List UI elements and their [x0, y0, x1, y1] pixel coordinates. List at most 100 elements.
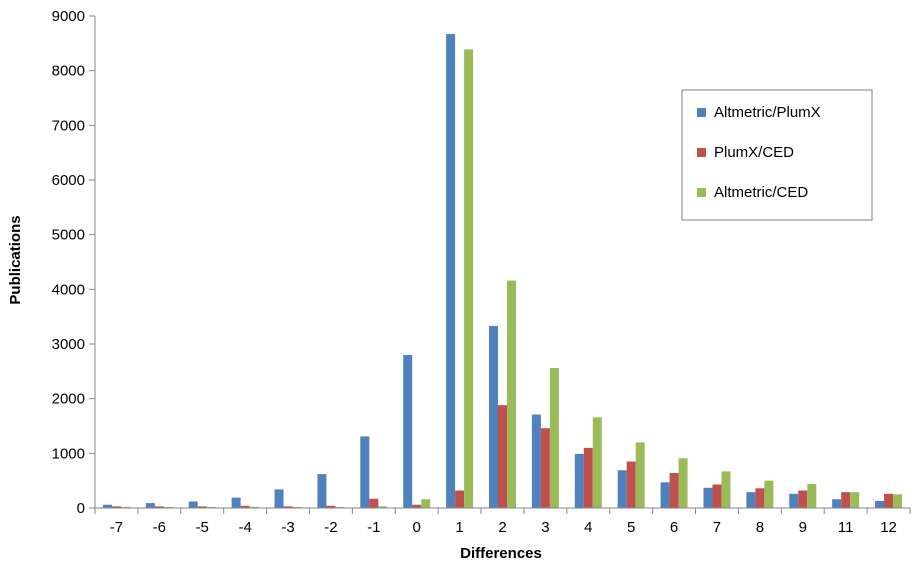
x-tick-label: -6: [153, 519, 166, 536]
bar-altmetric-plumx: [574, 453, 584, 508]
bar-altmetric-plumx: [531, 414, 541, 508]
bar-plumx-ced: [283, 506, 293, 508]
y-tick-label: 9000: [52, 8, 85, 25]
bar-plumx-ced: [412, 504, 422, 508]
y-tick-label: 7000: [52, 117, 85, 134]
y-tick-label: 2000: [52, 391, 85, 408]
y-tick-label: 3000: [52, 336, 85, 353]
plot-area: [102, 34, 903, 508]
axes: 0 1000 2000 3000 4000 5000 6000 7000 8000 9000 -7 -…: [52, 8, 911, 536]
bar-altmetric-ced: [464, 49, 474, 508]
y-tick-label: 0: [77, 500, 85, 517]
bar-altmetric-plumx: [360, 436, 370, 508]
legend-box: [681, 89, 873, 221]
bar-altmetric-plumx: [617, 470, 627, 508]
bar-altmetric-plumx: [188, 501, 198, 508]
bar-altmetric-ced: [721, 471, 731, 508]
bar-altmetric-plumx: [145, 503, 155, 508]
bar-altmetric-plumx: [746, 492, 756, 508]
bar-altmetric-plumx: [489, 325, 498, 508]
bar-altmetric-ced: [592, 417, 602, 508]
bar-altmetric-plumx: [660, 482, 670, 508]
bar-plumx-ced: [455, 490, 465, 508]
bar-altmetric-ced: [507, 280, 516, 508]
x-tick-label: -4: [238, 519, 251, 536]
y-tick-label: 5000: [52, 227, 85, 244]
bar-altmetric-ced: [635, 442, 645, 508]
bar-altmetric-plumx: [274, 489, 284, 508]
y-tick-label: 4000: [52, 281, 85, 298]
bar-altmetric-ced: [335, 506, 345, 508]
x-tick-label: 11: [838, 519, 854, 536]
bar-altmetric-ced: [764, 480, 774, 508]
legend-label: PlumX/CED: [714, 144, 794, 161]
x-tick-label: 12: [880, 519, 897, 536]
bar-altmetric-plumx: [789, 493, 799, 508]
x-tick-label: 1: [455, 519, 463, 536]
bar-altmetric-plumx: [875, 500, 885, 508]
legend-label: Altmetric/PlumX: [714, 104, 821, 121]
x-tick-label: 8: [756, 519, 764, 536]
x-axis-title: Differences: [460, 545, 542, 562]
x-tick-label: 5: [627, 519, 635, 536]
bar-plumx-ced: [540, 428, 550, 508]
bar-altmetric-ced: [893, 494, 903, 508]
y-tick-label: 1000: [52, 445, 85, 462]
legend-swatch: [697, 108, 706, 117]
bar-altmetric-plumx: [703, 487, 713, 508]
x-tick-label: 0: [413, 519, 421, 536]
bar-altmetric-ced: [850, 492, 860, 508]
bar-plumx-ced: [884, 493, 894, 508]
bar-altmetric-ced: [807, 483, 817, 508]
x-tick-label: 6: [670, 519, 678, 536]
bar-plumx-ced: [197, 506, 207, 508]
bar-plumx-ced: [798, 490, 808, 508]
bar-altmetric-ced: [292, 506, 302, 508]
bar-plumx-ced: [841, 492, 851, 508]
bar-altmetric-ced: [678, 458, 688, 508]
bar-plumx-ced: [154, 506, 164, 508]
x-tick-label: -7: [110, 519, 123, 536]
y-tick-label: 6000: [52, 172, 85, 189]
x-tick-label: -3: [281, 519, 294, 536]
x-tick-label: 4: [584, 519, 592, 536]
legend-label: Altmetric/CED: [714, 184, 808, 201]
x-tick-label: -5: [196, 519, 209, 536]
bar-altmetric-plumx: [832, 499, 842, 508]
bar-plumx-ced: [111, 506, 121, 508]
x-tick-label: 9: [799, 519, 807, 536]
x-tick-label: 2: [498, 519, 506, 536]
bar-altmetric-ced: [549, 368, 559, 508]
bar-plumx-ced: [498, 405, 507, 508]
x-tick-label: 7: [713, 519, 721, 536]
bar-plumx-ced: [369, 498, 379, 508]
legend-swatch: [697, 188, 706, 197]
bar-altmetric-plumx: [446, 34, 456, 508]
x-tick-label: -2: [324, 519, 337, 536]
bar-plumx-ced: [755, 488, 765, 508]
bar-altmetric-ced: [249, 506, 259, 508]
bar-plumx-ced: [712, 484, 722, 508]
bar-altmetric-plumx: [317, 474, 327, 508]
bar-plumx-ced: [626, 461, 636, 508]
x-tick-label: -1: [367, 519, 380, 536]
bar-altmetric-plumx: [403, 354, 413, 508]
x-tick-label: 3: [541, 519, 549, 536]
bar-altmetric-plumx: [231, 497, 241, 508]
bar-plumx-ced: [669, 473, 679, 508]
bar-altmetric-ced: [378, 506, 388, 508]
bar-altmetric-plumx: [102, 504, 112, 508]
bar-altmetric-ced: [163, 506, 173, 508]
bar-plumx-ced: [240, 505, 250, 508]
bar-altmetric-ced: [120, 506, 130, 508]
legend-swatch: [697, 148, 706, 157]
legend: Altmetric/PlumX PlumX/CED Altmetric/CED: [681, 89, 873, 221]
y-tick-label: 8000: [52, 63, 85, 80]
y-axis-title: Publications: [7, 215, 24, 304]
bar-plumx-ced: [326, 505, 336, 508]
bar-altmetric-ced: [206, 506, 216, 508]
bar-altmetric-ced: [421, 499, 431, 508]
bar-plumx-ced: [583, 447, 593, 508]
